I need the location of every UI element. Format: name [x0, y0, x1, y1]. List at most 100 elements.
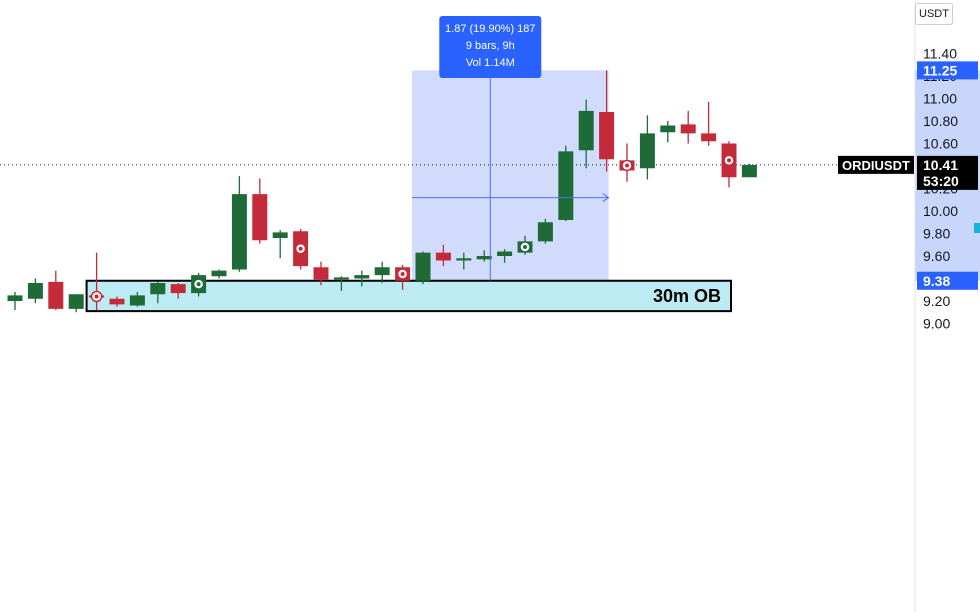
candle-body	[109, 298, 125, 305]
candle-body	[68, 294, 84, 309]
axis-edge-marker	[974, 223, 980, 233]
candle-body	[211, 270, 227, 277]
last-price-badge-text: 10.41	[923, 157, 958, 173]
candle-body	[415, 252, 431, 281]
price-tick-label: 10.60	[923, 136, 958, 152]
candle[interactable]	[741, 163, 757, 178]
candle[interactable]	[456, 252, 472, 270]
candle-body	[639, 133, 655, 169]
candle[interactable]	[537, 218, 553, 244]
candle[interactable]	[415, 251, 431, 285]
candle[interactable]	[231, 176, 247, 272]
last-price-badge	[917, 155, 978, 190]
measure-tooltip-line: 9 bars, 9h	[466, 40, 515, 52]
candle[interactable]	[578, 99, 594, 169]
candle[interactable]	[558, 145, 574, 222]
signal-marker-dot	[625, 163, 629, 168]
price-tick-label: 11.40	[923, 46, 957, 62]
measure-tooltip-line: 1.87 (19.90%) 187	[445, 23, 536, 35]
price-tick-label: 11.00	[923, 91, 957, 107]
candle[interactable]	[435, 244, 451, 267]
measure-tooltip	[439, 16, 542, 78]
measure-right-arrowhead-icon	[602, 193, 610, 202]
candle[interactable]	[89, 252, 105, 310]
signal-marker-dot	[523, 245, 527, 249]
candle-body	[578, 110, 594, 151]
signal-marker-dot	[94, 294, 99, 299]
range-high-badge	[917, 61, 978, 80]
candle[interactable]	[599, 70, 615, 172]
candle[interactable]	[68, 294, 84, 313]
candle-body	[599, 112, 615, 160]
symbol-label-text: ORDIUSDT	[842, 158, 910, 173]
candle[interactable]	[211, 269, 227, 279]
range-low-badge	[917, 271, 978, 290]
candle-body	[374, 267, 390, 276]
candle[interactable]	[313, 261, 329, 286]
symbol-label-badge	[838, 155, 914, 174]
candle[interactable]	[252, 178, 268, 244]
signal-marker-dot	[400, 272, 405, 276]
candle[interactable]	[701, 101, 717, 146]
candle[interactable]	[660, 121, 676, 143]
candle[interactable]	[333, 276, 349, 291]
candle[interactable]	[374, 261, 390, 283]
candle[interactable]	[680, 110, 696, 144]
candle-body	[456, 258, 472, 261]
price-tick-label: 9.80	[923, 226, 950, 242]
candle[interactable]	[272, 230, 288, 259]
candle[interactable]	[129, 292, 145, 307]
last-price-badge-text: 53:20	[923, 173, 959, 189]
price-tick-label: 9.60	[923, 248, 950, 264]
candle-body	[27, 283, 43, 299]
price-tick-label: 9.00	[923, 316, 950, 332]
price-tick-label: 10.80	[923, 113, 958, 129]
price-tick-label: 10.00	[923, 203, 958, 219]
order-block-label: 30m OB	[653, 286, 721, 306]
candle-body	[150, 283, 166, 295]
range-low-badge-text: 9.38	[923, 273, 950, 289]
candle-body	[252, 194, 268, 241]
signal-marker-dot	[727, 158, 731, 163]
candle-body	[333, 277, 349, 280]
candle[interactable]	[354, 270, 370, 287]
candle[interactable]	[619, 143, 635, 182]
candle-body	[231, 194, 247, 270]
candle[interactable]	[48, 270, 64, 310]
candle-body	[537, 222, 553, 242]
measure-tooltip-line: Vol 1.14M	[466, 57, 515, 69]
candle-body	[701, 133, 717, 142]
candle-body	[48, 281, 64, 309]
candle[interactable]	[109, 296, 125, 307]
candle-body	[476, 256, 492, 260]
candle[interactable]	[497, 249, 513, 263]
candle[interactable]	[517, 235, 533, 255]
candle-body	[129, 295, 145, 306]
candle-body	[354, 275, 370, 279]
price-tick-label: 9.20	[923, 293, 950, 309]
candle-body	[435, 252, 451, 261]
signal-marker-dot	[298, 246, 303, 251]
candle-body	[660, 125, 676, 133]
range-high-badge-text: 11.25	[923, 62, 957, 78]
candle[interactable]	[639, 115, 655, 180]
currency-selector-button[interactable]: USDT	[915, 3, 953, 25]
candle[interactable]	[721, 141, 737, 188]
candle[interactable]	[395, 265, 411, 290]
candle[interactable]	[293, 229, 309, 270]
candle[interactable]	[191, 272, 207, 297]
candle-body	[741, 164, 757, 178]
candle-body	[680, 124, 696, 134]
candle-body	[313, 267, 329, 280]
candle-body	[497, 251, 513, 256]
measure-range-zone[interactable]	[412, 70, 609, 281]
candle[interactable]	[476, 250, 492, 262]
candle[interactable]	[7, 292, 23, 310]
candle[interactable]	[170, 283, 186, 299]
candle[interactable]	[150, 281, 166, 304]
candle-body	[558, 151, 574, 220]
candle-body	[272, 232, 288, 238]
candle-body	[170, 284, 186, 294]
candle[interactable]	[27, 278, 43, 304]
